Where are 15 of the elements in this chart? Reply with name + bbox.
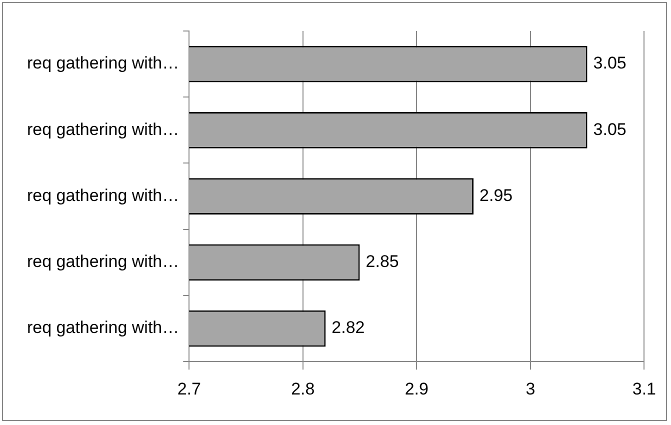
y-tick-label: req gathering with… (26, 120, 180, 139)
data-label: 2.85 (366, 252, 399, 272)
data-label: 2.95 (480, 186, 513, 205)
y-tick-label: req gathering with… (26, 186, 180, 205)
x-tick-label: 2.7 (177, 379, 201, 398)
y-tick-label: req gathering with… (26, 54, 180, 73)
x-tick-label: 2.9 (404, 379, 428, 398)
y-tick-label: req gathering with… (26, 252, 180, 272)
x-tick-label: 2.8 (291, 379, 315, 398)
data-label: 3.05 (593, 54, 626, 73)
x-tick-label: 3.1 (632, 379, 656, 398)
y-tick-label: req gathering with… (26, 318, 180, 338)
data-label: 2.82 (332, 318, 365, 338)
x-tick-label: 3 (526, 379, 536, 398)
data-label: 3.05 (593, 120, 626, 139)
